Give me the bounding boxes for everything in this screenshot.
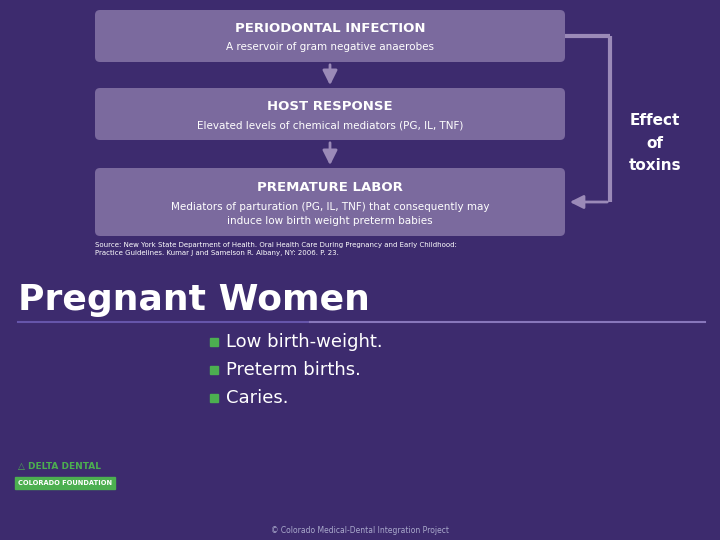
Bar [210,366,218,374]
Text: © Colorado Medical-Dental Integration Project: © Colorado Medical-Dental Integration Pr… [271,526,449,535]
FancyBboxPatch shape [95,88,565,140]
Text: Effect
of
toxins: Effect of toxins [629,113,681,173]
Text: Mediators of parturation (PG, IL, TNF) that consequently may: Mediators of parturation (PG, IL, TNF) t… [171,202,490,212]
Text: induce low birth weight preterm babies: induce low birth weight preterm babies [228,216,433,226]
Text: Preterm births.: Preterm births. [226,361,361,379]
Text: Low birth-weight.: Low birth-weight. [226,333,382,351]
Text: Practice Guidelines. Kumar J and Samelson R. Albany, NY: 2006. P. 23.: Practice Guidelines. Kumar J and Samelso… [95,250,339,256]
Text: Pregnant Women: Pregnant Women [18,283,370,317]
Text: PREMATURE LABOR: PREMATURE LABOR [257,180,403,193]
FancyBboxPatch shape [95,168,565,236]
Bar [210,338,218,346]
Text: A reservoir of gram negative anaerobes: A reservoir of gram negative anaerobes [226,43,434,52]
Text: COLORADO FOUNDATION: COLORADO FOUNDATION [18,480,112,486]
Text: △ DELTA DENTAL: △ DELTA DENTAL [18,462,101,471]
Text: PERIODONTAL INFECTION: PERIODONTAL INFECTION [235,22,426,35]
Text: HOST RESPONSE: HOST RESPONSE [267,100,393,113]
Text: Source: New York State Department of Health. Oral Health Care During Pregnancy a: Source: New York State Department of Hea… [95,242,457,248]
Bar [15,477,115,489]
FancyBboxPatch shape [95,10,565,62]
Text: Caries.: Caries. [226,389,289,407]
Bar [210,394,218,402]
Text: Elevated levels of chemical mediators (PG, IL, TNF): Elevated levels of chemical mediators (P… [197,120,463,131]
